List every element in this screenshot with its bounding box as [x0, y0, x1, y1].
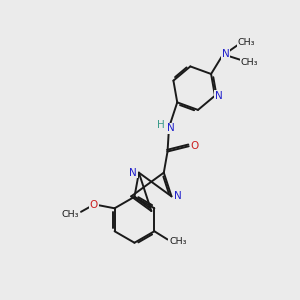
- Text: N: N: [214, 91, 222, 101]
- Text: O: O: [90, 200, 98, 210]
- Text: H: H: [157, 120, 165, 130]
- Text: CH₃: CH₃: [169, 237, 187, 246]
- Text: N: N: [129, 168, 137, 178]
- Text: N: N: [167, 123, 174, 133]
- Text: CH₃: CH₃: [62, 210, 80, 219]
- Text: CH₃: CH₃: [241, 58, 258, 67]
- Text: N: N: [222, 49, 230, 59]
- Text: N: N: [173, 191, 181, 201]
- Text: CH₃: CH₃: [238, 38, 256, 47]
- Text: O: O: [190, 141, 199, 151]
